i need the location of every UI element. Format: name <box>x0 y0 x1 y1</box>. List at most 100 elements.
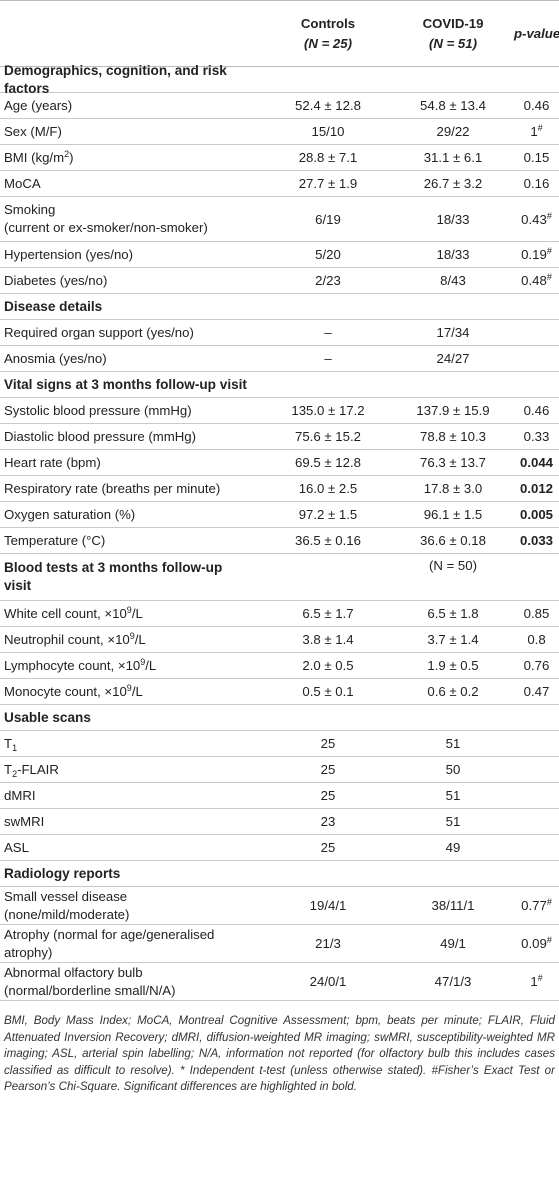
p-value-text: 0.33 <box>523 429 550 444</box>
row-label-text: Systolic blood pressure (mmHg) <box>4 402 192 418</box>
controls-value: 6.5 ± 1.7 <box>302 606 354 621</box>
p-value-text: 0.005 <box>519 507 553 522</box>
table-row: Oxygen saturation (%) 97.2 ± 1.5 96.1 ± 1.… <box>0 502 559 528</box>
row-label-text: dMRI <box>4 787 36 803</box>
controls-value: 0.5 ± 0.1 <box>302 684 354 699</box>
row-label-text: Demographics, cognition, and risk factor… <box>4 62 227 96</box>
p-value-text: 0.16 <box>523 176 550 191</box>
label-suffix: -FLAIR <box>17 761 59 777</box>
table-row: Diastolic blood pressure (mmHg) 75.6 ± 15… <box>0 424 559 450</box>
p-superscript: # <box>546 897 552 907</box>
results-table: Controls (N = 25) COVID-19 (N = 51) p-va… <box>0 0 559 1093</box>
row-label: Lymphocyte count, ×109/L <box>0 657 264 675</box>
label-suffix: /L <box>145 657 157 673</box>
table-row: ASL 25 49 <box>0 835 559 861</box>
covid-value: 0.6 ± 0.2 <box>427 684 479 699</box>
row-label-text: Oxygen saturation (%) <box>4 506 136 522</box>
table-row: T2-FLAIR 25 50 <box>0 757 559 783</box>
p-value-text: 1 <box>530 974 538 989</box>
covid-value: 51 <box>445 788 461 803</box>
row-label: Anosmia (yes/no) <box>0 350 264 368</box>
covid-value: 47/1/3 <box>434 974 472 989</box>
p-value-text: 0.48 <box>521 273 547 288</box>
label-suffix: /L <box>131 683 143 699</box>
p-value: 0.044 <box>514 455 559 470</box>
p-value-text: 0.46 <box>523 403 550 418</box>
section-row: Usable scans <box>0 705 559 731</box>
table-header: Controls (N = 25) COVID-19 (N = 51) p-va… <box>0 0 559 67</box>
row-label: Required organ support (yes/no) <box>0 324 264 342</box>
row-label-text: Usable scans <box>4 709 91 725</box>
table-row: Smoking (current or ex-smoker/non-smoker)… <box>0 197 559 242</box>
table-row: Neutrophil count, ×109/L 3.8 ± 1.4 3.7 ± 1… <box>0 627 559 653</box>
p-value: 0.09# <box>514 936 559 952</box>
row-label: Temperature (°C) <box>0 532 264 550</box>
row-label-text: Radiology reports <box>4 865 121 881</box>
row-label-text: Temperature (°C) <box>4 532 106 548</box>
table-row: MoCA 27.7 ± 1.9 26.7 ± 3.2 0.16 <box>0 171 559 197</box>
row-label-text: Neutrophil count, ×10 <box>4 631 130 647</box>
row-label: Age (years) <box>0 97 264 115</box>
controls-value: 3.8 ± 1.4 <box>302 632 354 647</box>
section-row: Vital signs at 3 months follow-up visit <box>0 372 559 398</box>
row-label-text: Vital signs at 3 months follow-up visit <box>4 376 247 392</box>
row-label-text: Blood tests at 3 months follow-up <box>4 560 223 575</box>
table-row: Atrophy (normal for age/generalised atrop… <box>0 925 559 963</box>
row-label: Demographics, cognition, and risk factor… <box>0 62 264 98</box>
controls-value: 2/23 <box>315 273 341 288</box>
p-value-text: 0.85 <box>523 606 550 621</box>
covid-value: 78.8 ± 10.3 <box>420 429 486 444</box>
covid-value: 3.7 ± 1.4 <box>427 632 479 647</box>
row-label: T1 <box>0 735 264 753</box>
label-suffix: /L <box>134 631 146 647</box>
p-value-text: 0.15 <box>523 150 550 165</box>
label-suffix: ) <box>69 149 74 165</box>
p-superscript: # <box>546 272 552 282</box>
row-label-text: Monocyte count, ×10 <box>4 683 127 699</box>
controls-value: 21/3 <box>315 936 341 951</box>
controls-value: 27.7 ± 1.9 <box>298 176 358 191</box>
row-label: Small vessel disease (none/mild/moderate) <box>0 888 264 924</box>
row-label: White cell count, ×109/L <box>0 605 264 623</box>
row-label: Usable scans <box>0 709 264 727</box>
row-label-text: Smoking <box>4 202 56 217</box>
p-value-text: 0.47 <box>523 684 550 699</box>
covid-value: 49 <box>445 840 461 855</box>
row-label: swMRI <box>0 813 264 831</box>
row-label: T2-FLAIR <box>0 761 264 779</box>
controls-value: 36.5 ± 0.16 <box>295 533 361 548</box>
section-row: Radiology reports <box>0 861 559 887</box>
label-subscript: 2 <box>12 768 18 779</box>
table-body: Demographics, cognition, and risk factor… <box>0 63 559 1001</box>
table-row: Required organ support (yes/no) – 17/34 <box>0 320 559 346</box>
p-value: 0.012 <box>514 481 559 496</box>
p-value: 0.77# <box>514 897 559 914</box>
controls-value: 28.8 ± 7.1 <box>298 150 358 165</box>
controls-value: 15/10 <box>311 124 345 139</box>
table-row: Respiratory rate (breaths per minute) 16.… <box>0 476 559 502</box>
row-label-text: ASL <box>4 839 29 855</box>
covid-value: 96.1 ± 1.5 <box>423 507 483 522</box>
p-value-text: 1 <box>530 124 538 139</box>
row-label-text: Diastolic blood pressure (mmHg) <box>4 428 197 444</box>
controls-value: – <box>324 351 332 366</box>
p-value: 1# <box>514 974 559 990</box>
p-value-text: 0.044 <box>519 455 553 470</box>
row-label-text: Sex (M/F) <box>4 123 62 139</box>
covid-value: 51 <box>445 736 461 751</box>
row-label: Blood tests at 3 months follow-up visit <box>0 559 264 595</box>
header-covid: COVID-19 (N = 51) <box>392 14 514 54</box>
p-value: 0.15 <box>514 150 559 165</box>
covid-value: 36.6 ± 0.18 <box>420 533 486 548</box>
table-row: Sex (M/F) 15/10 29/22 1# <box>0 119 559 145</box>
covid-label: COVID-19 <box>422 15 484 31</box>
p-value: 0.005 <box>514 507 559 522</box>
row-label: dMRI <box>0 787 264 805</box>
controls-value: 69.5 ± 12.8 <box>295 455 361 470</box>
row-label-text: White cell count, ×10 <box>4 605 127 621</box>
label-subscript: 1 <box>12 742 18 753</box>
p-value: 0.8 <box>514 632 559 647</box>
covid-value: 38/11/1 <box>431 898 475 913</box>
table-row: swMRI 23 51 <box>0 809 559 835</box>
row-label: Radiology reports <box>0 865 264 883</box>
